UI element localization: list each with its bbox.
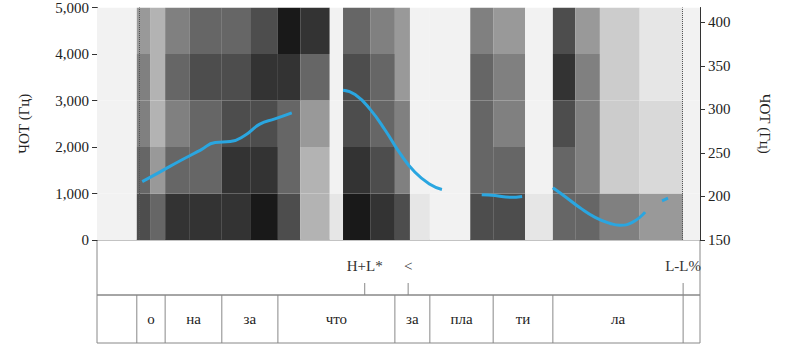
svg-text:что: что	[326, 311, 347, 327]
svg-text:3,000: 3,000	[55, 93, 89, 109]
svg-text:H+L*: H+L*	[347, 258, 383, 274]
svg-text:L-L%: L-L%	[665, 258, 701, 274]
svg-text:за: за	[244, 311, 257, 327]
svg-text:за: за	[406, 311, 419, 327]
svg-text:ла: ла	[611, 311, 625, 327]
svg-text:2,000: 2,000	[55, 139, 89, 155]
svg-text:150: 150	[708, 232, 731, 248]
svg-text:ЧОТ (Гц): ЧОТ (Гц)	[756, 94, 773, 154]
svg-text:на: на	[186, 311, 201, 327]
svg-text:5,000: 5,000	[55, 0, 89, 16]
svg-text:200: 200	[708, 188, 731, 204]
svg-text:ти: ти	[516, 311, 531, 327]
svg-text:пла: пла	[450, 311, 473, 327]
svg-text:ЧОТ (Гц): ЧОТ (Гц)	[16, 94, 33, 154]
svg-text:<: <	[404, 258, 412, 274]
svg-text:300: 300	[708, 101, 731, 117]
svg-text:350: 350	[708, 58, 731, 74]
svg-text:250: 250	[708, 145, 731, 161]
svg-text:о: о	[147, 311, 155, 327]
svg-text:0: 0	[82, 232, 90, 248]
svg-text:1,000: 1,000	[55, 186, 89, 202]
svg-text:4,000: 4,000	[55, 46, 89, 62]
svg-text:400: 400	[708, 14, 731, 30]
